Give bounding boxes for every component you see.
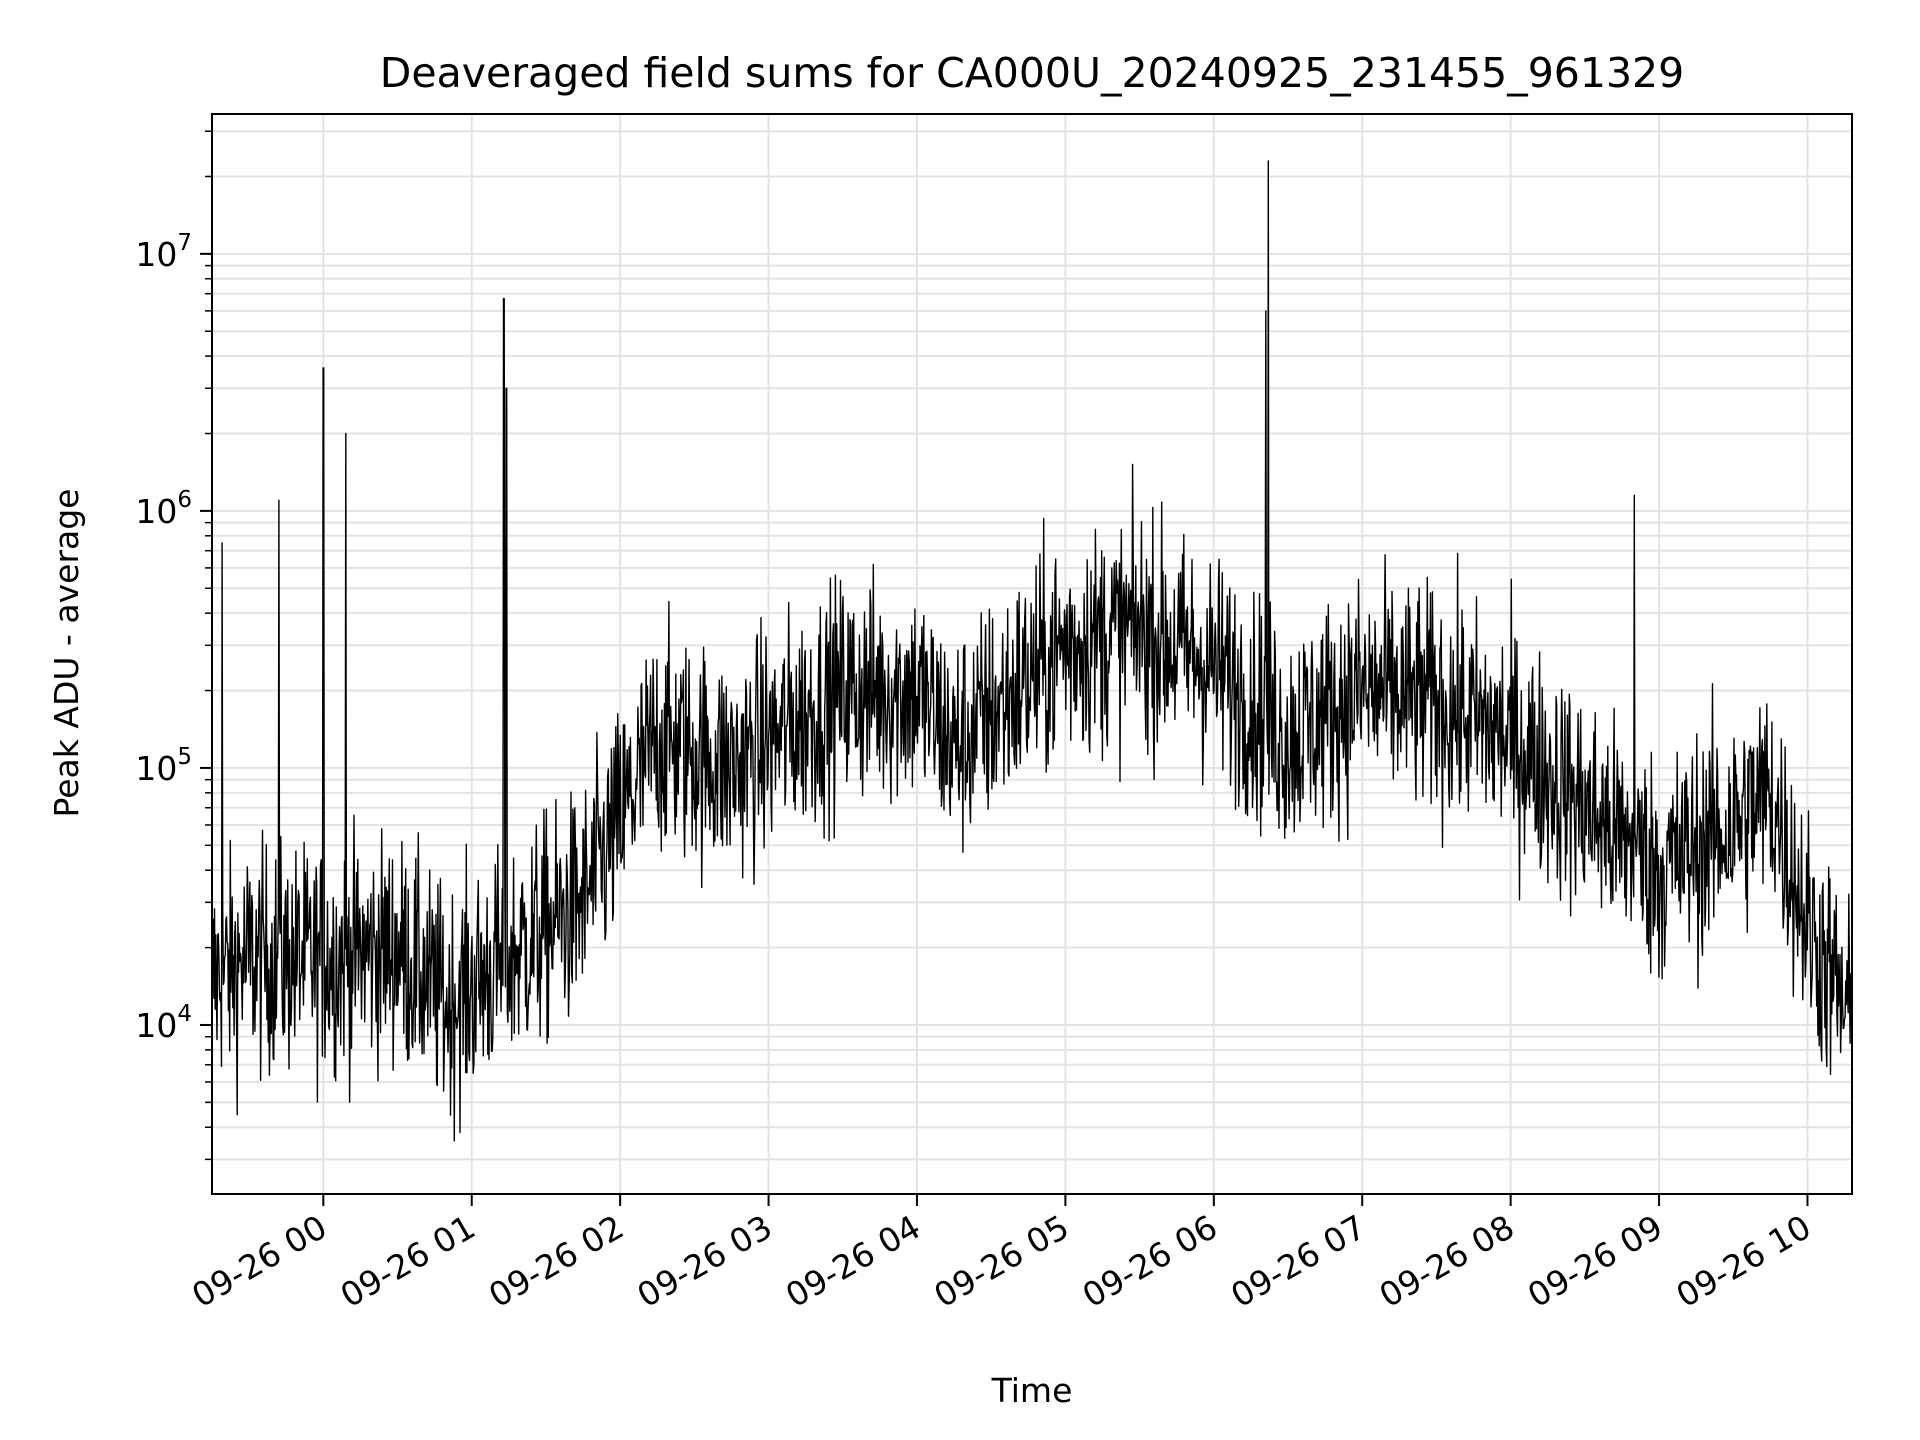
plot-frame bbox=[211, 113, 1853, 1195]
x-tick-label: 09-26 00 bbox=[185, 1207, 333, 1315]
x-axis-label: Time bbox=[991, 1371, 1073, 1410]
y-tick-label: 106 bbox=[135, 487, 192, 531]
chart-title: Deaveraged field sums for CA000U_2024092… bbox=[380, 49, 1684, 97]
x-tick-label: 09-26 01 bbox=[334, 1207, 482, 1315]
x-tick-label: 09-26 02 bbox=[482, 1207, 630, 1315]
y-tick-label: 104 bbox=[135, 1001, 192, 1045]
y-axis: 104 105 106 107 bbox=[135, 130, 212, 1161]
y-tick-label: 105 bbox=[135, 744, 192, 788]
x-tick-label: 09-26 04 bbox=[779, 1207, 927, 1315]
series bbox=[211, 160, 1853, 1142]
y-axis-label: Peak ADU - average bbox=[47, 489, 86, 818]
x-tick-label: 09-26 03 bbox=[631, 1207, 779, 1315]
x-tick-label: 09-26 05 bbox=[927, 1207, 1075, 1315]
y-tick-label: 107 bbox=[135, 230, 192, 274]
x-axis: 09-26 00 09-26 01 09-26 02 09-26 03 09-26 04… bbox=[185, 1194, 1817, 1315]
series-line bbox=[211, 160, 1853, 1142]
x-tick-label: 09-26 09 bbox=[1521, 1207, 1669, 1315]
x-tick-label: 09-26 06 bbox=[1076, 1207, 1224, 1315]
x-tick-label: 09-26 07 bbox=[1224, 1207, 1372, 1315]
x-tick-label: 09-26 08 bbox=[1373, 1207, 1521, 1315]
x-tick-label: 09-26 10 bbox=[1669, 1207, 1817, 1315]
